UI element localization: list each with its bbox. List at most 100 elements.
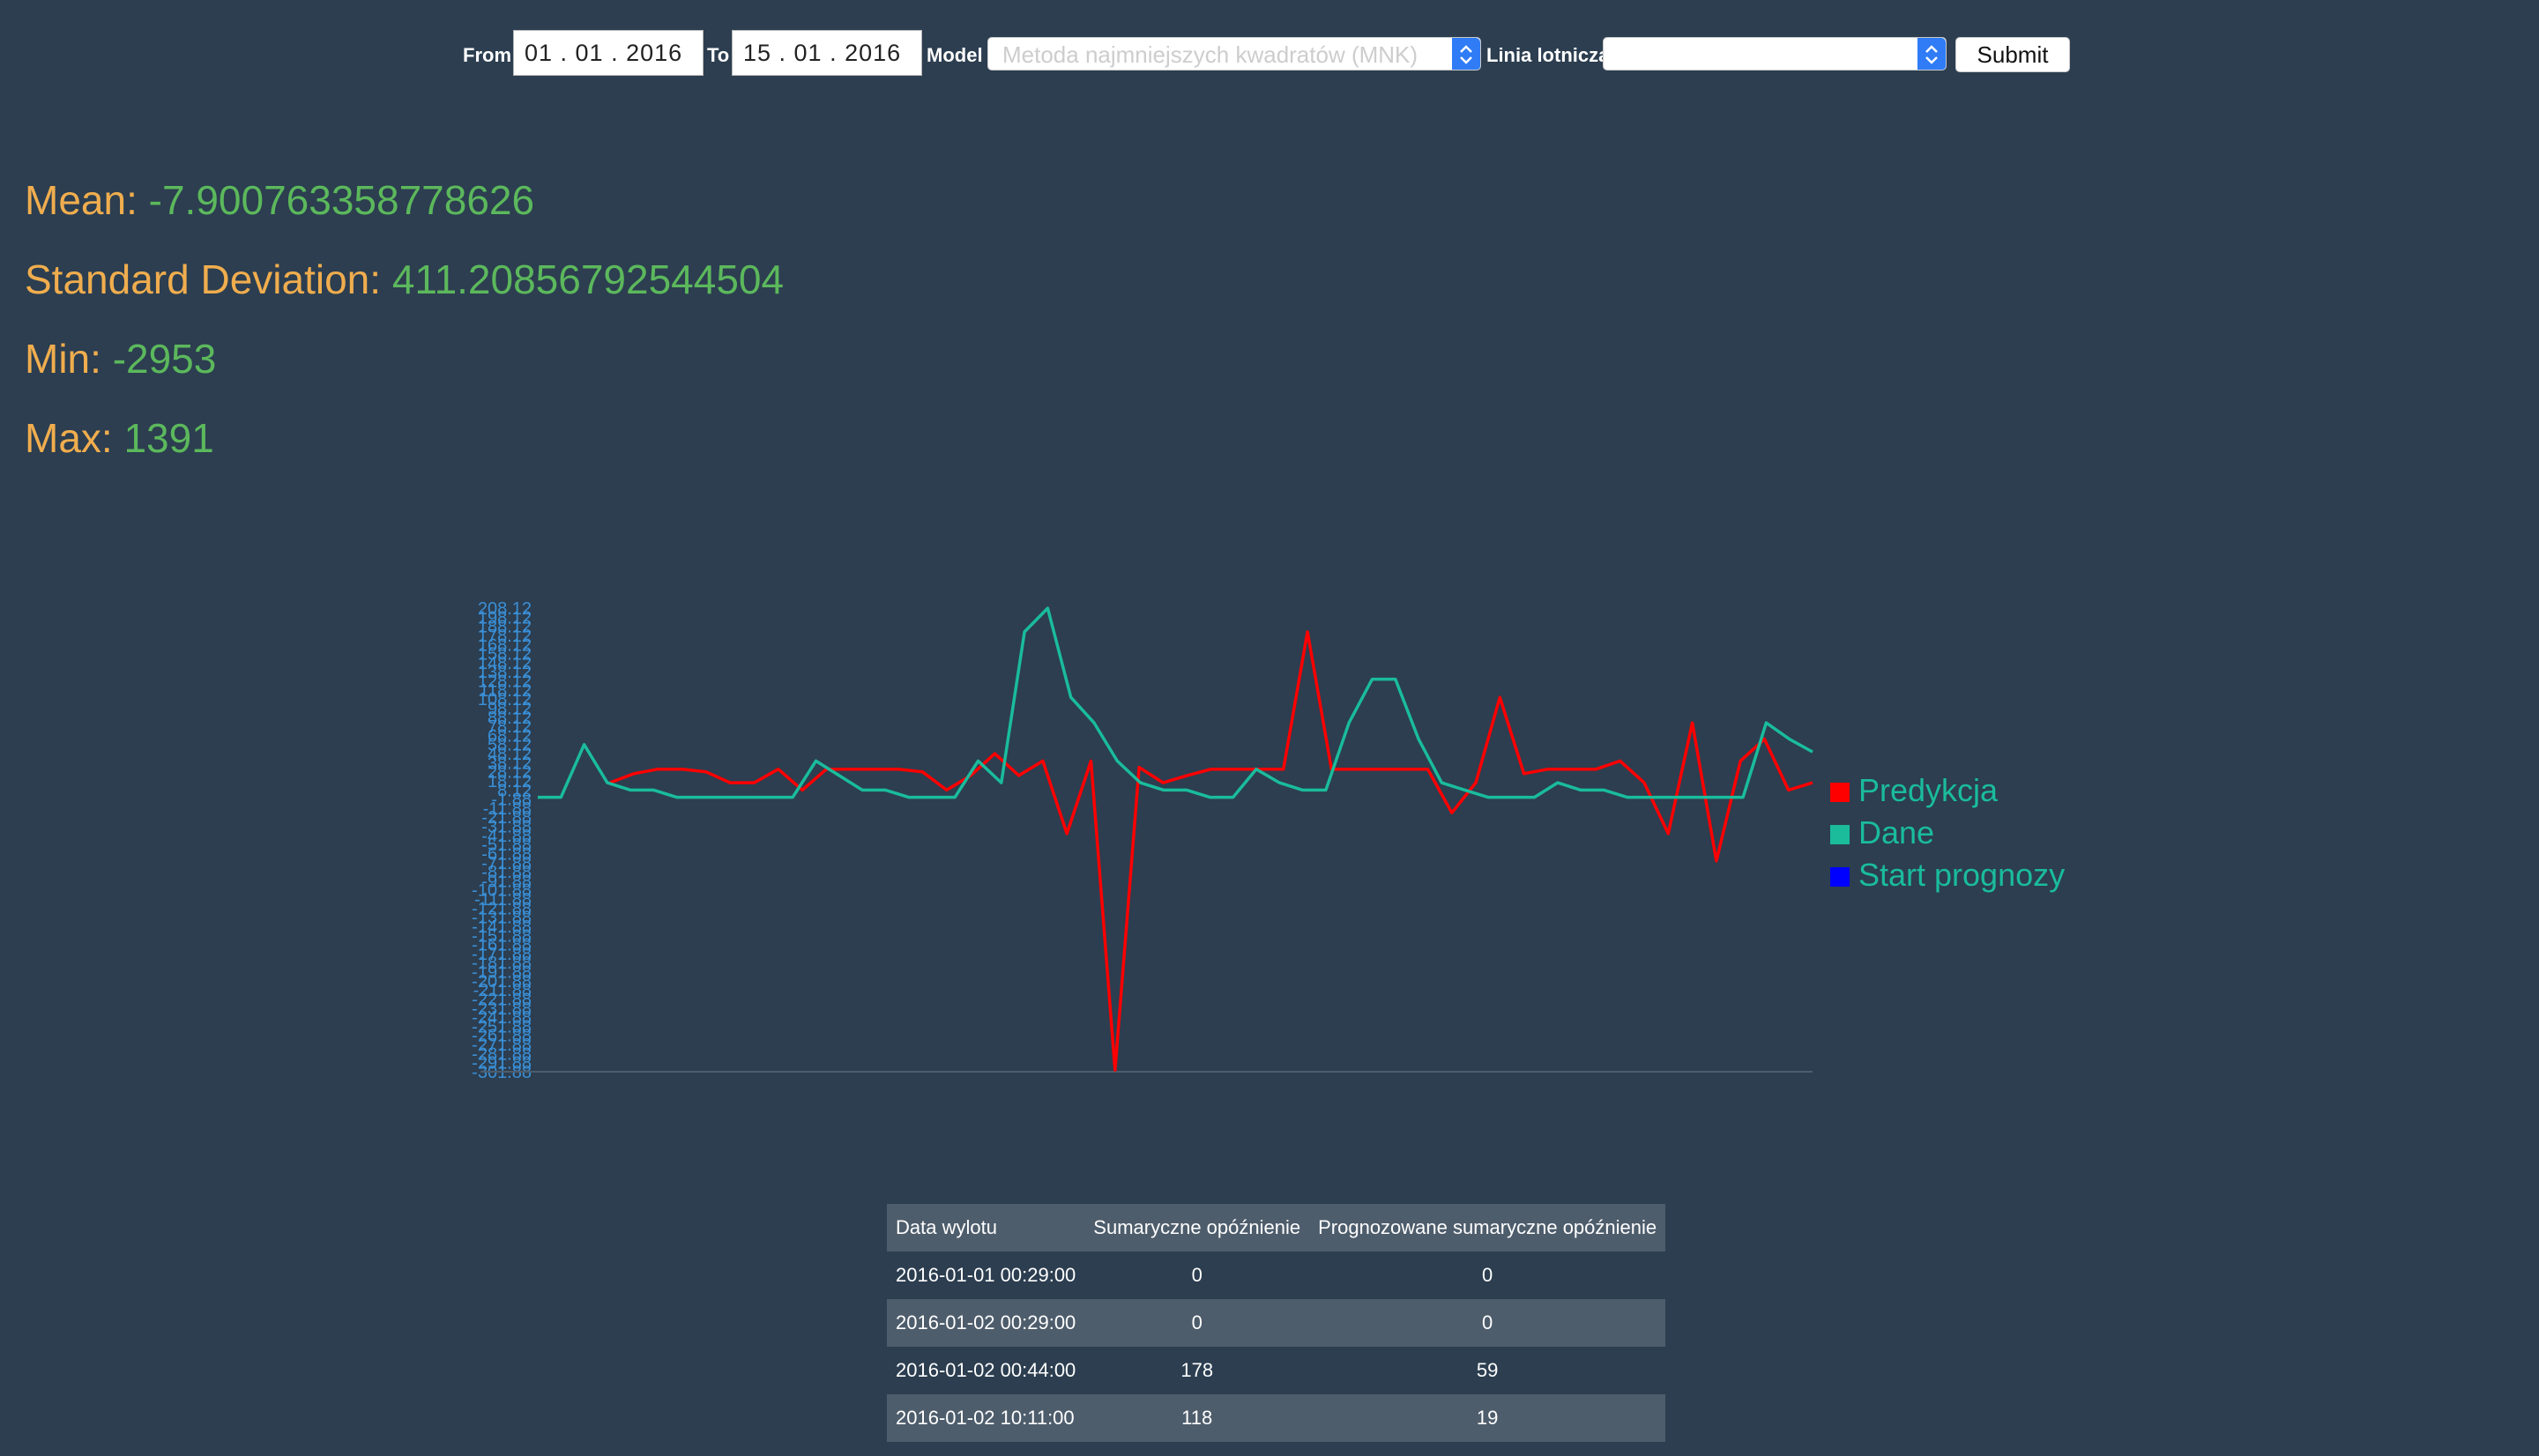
y-tick-label: -61.88 xyxy=(481,844,532,864)
y-tick-label: -121.88 xyxy=(472,899,532,918)
cell-date: 2016-01-01 00:29:00 xyxy=(896,1264,1076,1286)
y-tick-label: -221.88 xyxy=(472,990,532,1009)
y-tick-label: -201.88 xyxy=(472,972,532,992)
cell-date: 2016-01-02 00:44:00 xyxy=(896,1359,1076,1381)
table-row: 2016-01-02 00:44:00 178 59 xyxy=(887,1347,1665,1394)
y-tick-label: -71.88 xyxy=(481,854,532,873)
airline-select[interactable] xyxy=(1603,37,1947,71)
y-tick-label: -261.88 xyxy=(472,1027,532,1046)
y-tick-label: 98.12 xyxy=(488,699,532,718)
legend-swatch xyxy=(1830,783,1850,802)
delay-chart: 208.12 198.12 188.12 178.12 168.12 158.12 148.… xyxy=(0,573,2539,1102)
stat-min-label: Min: xyxy=(25,336,101,382)
legend-item: Predykcja xyxy=(1830,772,1998,809)
y-tick-label: -271.88 xyxy=(472,1036,532,1055)
legend-item: Dane xyxy=(1830,814,1934,851)
table-row: 2016-01-01 00:29:00 0 0 xyxy=(887,1252,1665,1299)
legend-item: Start prognozy xyxy=(1830,857,2065,894)
stat-max-label: Max: xyxy=(25,415,113,461)
y-tick-label: -171.88 xyxy=(472,945,532,964)
stat-min-value: -2953 xyxy=(112,336,217,382)
from-label: From xyxy=(463,44,511,66)
cell-predicted: 59 xyxy=(1476,1359,1499,1381)
y-tick-label: -241.88 xyxy=(472,1008,532,1028)
table-header-row: Data wylotu Sumaryczne opóźnienie Progno… xyxy=(887,1204,1666,1252)
table-row: 2016-01-02 10:11:00 118 19 xyxy=(887,1394,1666,1442)
y-tick-label: -91.88 xyxy=(481,872,532,891)
airline-label: Linia lotnicza xyxy=(1486,44,1610,66)
from-date-input[interactable]: 01 . 01 . 2016 xyxy=(513,30,704,76)
y-tick-label: 38.12 xyxy=(488,754,532,773)
chevron-up-down-icon xyxy=(1917,38,1946,70)
y-tick-label: 18.12 xyxy=(488,772,532,791)
series-line-dane xyxy=(538,606,1813,799)
y-tick-label: -131.88 xyxy=(472,909,532,928)
header-departure-date: Data wylotu xyxy=(887,1204,1085,1252)
cell-delay: 0 xyxy=(1191,1264,1202,1286)
y-tick-label: -1.88 xyxy=(491,791,532,810)
legend-swatch xyxy=(1830,825,1850,844)
y-tick-label: 128.12 xyxy=(478,672,532,692)
y-tick-label: -81.88 xyxy=(481,863,532,882)
y-tick-label: 68.12 xyxy=(488,726,532,746)
y-tick-label: -161.88 xyxy=(472,936,532,955)
y-tick-label: -191.88 xyxy=(472,963,532,983)
cell-delay: 118 xyxy=(1084,1394,1310,1442)
y-tick-label: 138.12 xyxy=(478,663,532,682)
cell-delay: 0 xyxy=(1084,1299,1310,1347)
cell-date: 2016-01-02 00:29:00 xyxy=(887,1299,1085,1347)
y-tick-label: -101.88 xyxy=(472,881,532,901)
stat-mean: Mean: -7.900763358778626 xyxy=(25,176,534,224)
stat-std: Standard Deviation: 411.20856792544504 xyxy=(25,256,784,303)
y-tick-label: 188.12 xyxy=(478,618,532,637)
model-select-value: Metoda najmniejszych kwadratów (MNK) xyxy=(1002,41,1418,68)
y-tick-label: 168.12 xyxy=(478,635,532,655)
line-chart: 208.12198.12188.12178.12168.12158.12148.… xyxy=(472,599,1813,1082)
y-tick-label: -11.88 xyxy=(483,799,532,819)
model-select[interactable]: Metoda najmniejszych kwadratów (MNK) xyxy=(987,37,1481,71)
y-tick-label: -51.88 xyxy=(481,836,532,855)
y-tick-label: -111.88 xyxy=(474,890,532,910)
y-tick-label: 148.12 xyxy=(478,654,532,673)
y-tick-label: -291.88 xyxy=(472,1054,532,1073)
y-tick-label: 78.12 xyxy=(488,717,532,737)
y-tick-label: -141.88 xyxy=(472,917,532,937)
legend-label: Start prognozy xyxy=(1858,857,2066,893)
cell-predicted: 0 xyxy=(1309,1299,1666,1347)
y-tick-label: -151.88 xyxy=(472,926,532,946)
y-tick-label: 48.12 xyxy=(488,745,532,764)
y-axis: 208.12198.12188.12178.12168.12158.12148.… xyxy=(472,599,1813,1082)
cell-predicted: 19 xyxy=(1309,1394,1666,1442)
y-tick-label: -231.88 xyxy=(472,999,532,1019)
series-line-predykcja xyxy=(609,630,1813,1072)
y-tick-label: 58.12 xyxy=(488,736,532,755)
y-tick-label: 208.12 xyxy=(478,599,532,619)
y-tick-label: 198.12 xyxy=(478,608,532,628)
legend-label: Predykcja xyxy=(1858,772,1999,808)
legend-swatch xyxy=(1830,867,1850,887)
to-date-input[interactable]: 15 . 01 . 2016 xyxy=(732,30,922,76)
table-row: 2016-01-02 00:29:00 0 0 xyxy=(887,1299,1666,1347)
series-layer xyxy=(538,606,1813,1072)
to-label: To xyxy=(707,44,730,66)
cell-delay: 178 xyxy=(1180,1359,1214,1381)
stat-min: Min: -2953 xyxy=(25,335,216,383)
filter-form: From 01 . 01 . 2016 To 15 . 01 . 2016 Mo… xyxy=(0,0,2539,106)
y-tick-label: 158.12 xyxy=(478,645,532,665)
model-label: Model xyxy=(927,44,983,66)
y-tick-label: -21.88 xyxy=(481,808,532,828)
y-tick-label: 8.12 xyxy=(497,781,532,800)
submit-button[interactable]: Submit xyxy=(1955,37,2070,72)
y-tick-label: 178.12 xyxy=(478,627,532,646)
stat-mean-label: Mean: xyxy=(25,177,138,223)
y-tick-label: 108.12 xyxy=(478,690,532,709)
stat-std-value: 411.20856792544504 xyxy=(391,256,785,302)
stat-mean-value: -7.900763358778626 xyxy=(148,177,535,223)
y-tick-label: -181.88 xyxy=(472,954,532,973)
y-tick-label: 88.12 xyxy=(488,709,532,728)
legend-label: Dane xyxy=(1858,814,1935,851)
chevron-up-down-icon xyxy=(1452,38,1480,70)
cell-predicted: 0 xyxy=(1481,1264,1493,1286)
delay-table: Data wylotu Sumaryczne opóźnienie Progno… xyxy=(887,1204,1666,1442)
stat-max-value: 1391 xyxy=(123,415,214,461)
